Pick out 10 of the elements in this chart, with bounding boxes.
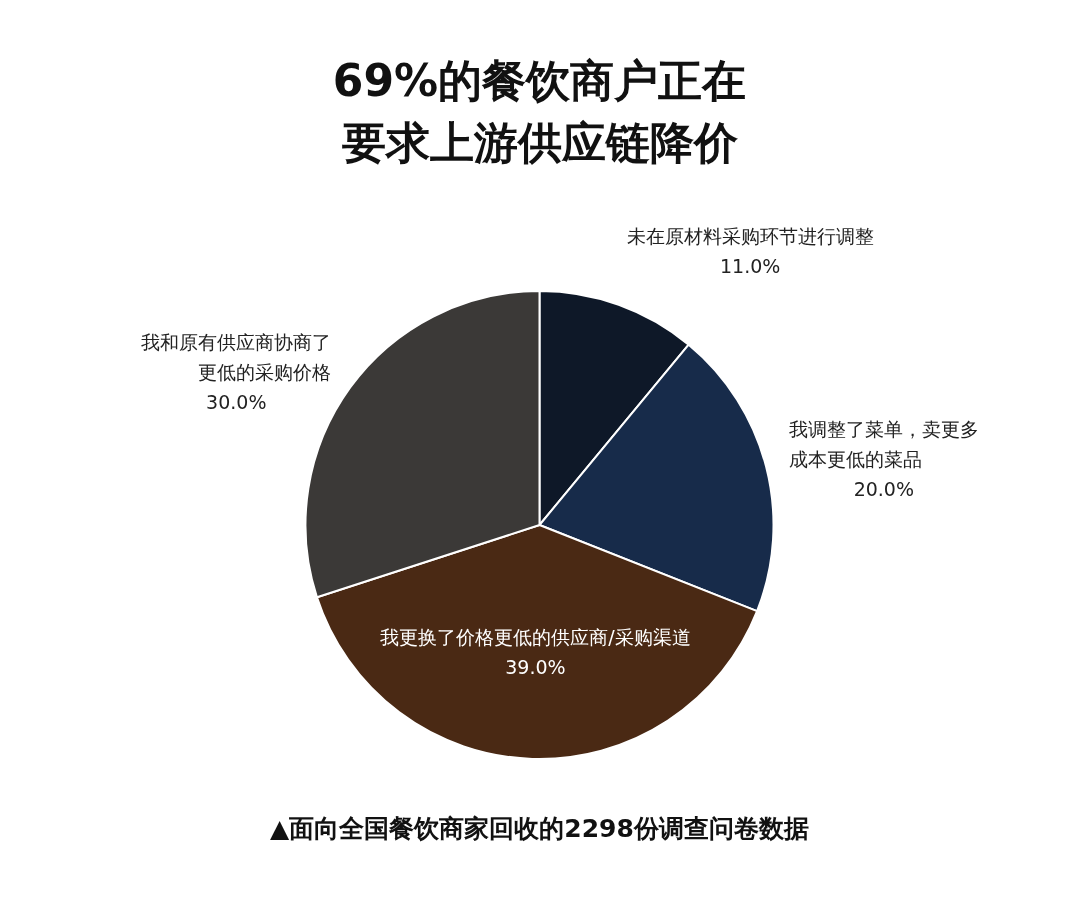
slice-label: 我和原有供应商协商了更低的采购价格 bbox=[141, 330, 332, 383]
data-label: 30.0% bbox=[206, 390, 267, 413]
slice-label: 我更换了价格更低的供应商/采购渠道 bbox=[380, 625, 691, 648]
slice-label: 未在原材料采购环节进行调整 bbox=[626, 224, 874, 247]
data-label: 20.0% bbox=[853, 477, 914, 500]
text: ▲面向全国餐饮商家回收的2298份调查问卷数据 bbox=[269, 813, 810, 845]
slice-label: 我调整了菜单，卖更多成本更低的菜品 bbox=[788, 417, 979, 470]
chart-title: 69%的餐饮商户正在要求上游供应链降价 bbox=[331, 54, 748, 170]
data-label: 11.0% bbox=[720, 254, 781, 277]
data-label: 39.0% bbox=[505, 655, 566, 678]
